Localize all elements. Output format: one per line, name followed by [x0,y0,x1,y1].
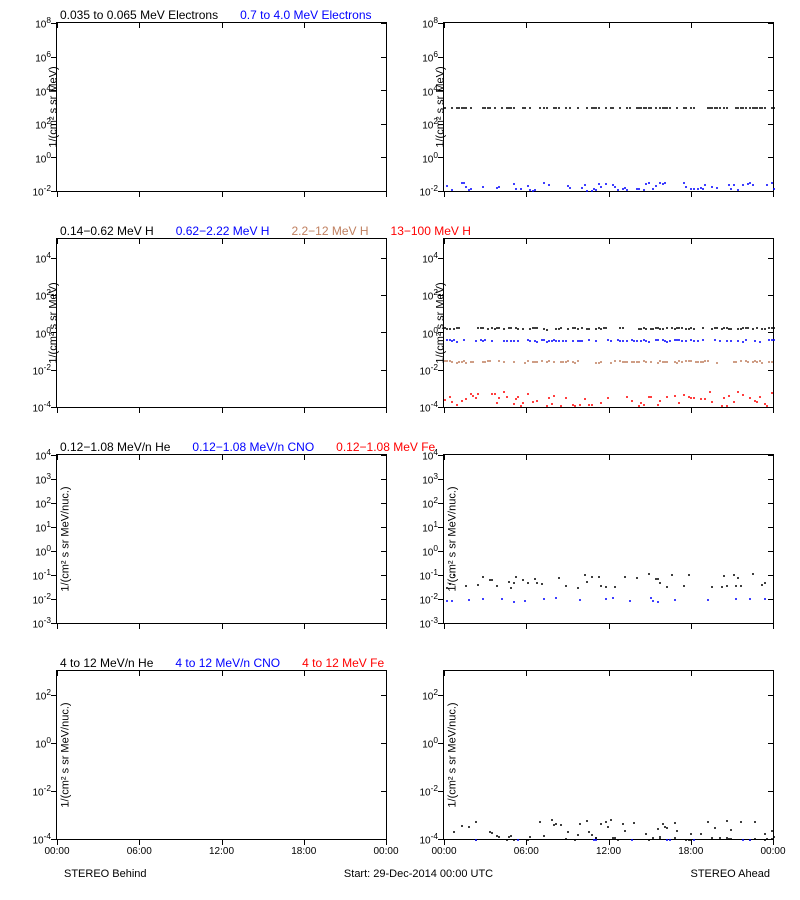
panel-r2-left: 1/(cm² s sr MeV) 10-410-2100102104 [56,224,387,424]
ytick-label: 104 [19,83,51,98]
xtick-label: 06:00 [127,846,152,857]
row-4: 4 to 12 MeV/n He4 to 12 MeV/n CNO4 to 12… [0,656,800,856]
row-2: 0.14−0.62 MeV H0.62−2.22 MeV H2.2−12 MeV… [0,224,800,424]
ytick-label: 108 [406,15,438,30]
ylabel: 1/(cm² s sr MeV/nuc.) [60,486,72,591]
ytick-label: 10-4 [406,399,438,414]
ytick-label: 102 [406,495,438,510]
ytick-label: 100 [19,735,51,750]
xtick-label: 12:00 [209,846,234,857]
plot-frame: 1/(cm² s sr MeV) 10-410-2100102104 [56,238,387,408]
ytick-label: 102 [19,116,51,131]
ytick-label: 10-2 [406,362,438,377]
ytick-label: 101 [406,519,438,534]
data-series [444,239,773,407]
ytick-label: 102 [406,287,438,302]
ytick-label: 10-2 [19,591,51,606]
ytick-label: 101 [19,519,51,534]
ytick-label: 100 [406,325,438,340]
xtick-label: 00:00 [44,846,69,857]
row-3: 0.12−1.08 MeV/n He0.12−1.08 MeV/n CNO0.1… [0,440,800,640]
xtick-label: 00:00 [760,846,785,857]
panel-r1-left: 1/(cm² s sr MeV) 10-2100102104106108 [56,8,387,208]
ytick-label: 108 [19,15,51,30]
ytick-label: 10-3 [19,615,51,630]
ytick-label: 10-2 [19,183,51,198]
page: 0.035 to 0.065 MeV Electrons0.7 to 4.0 M… [0,0,800,900]
panel-r4-left: 1/(cm² s sr MeV/nuc.) 10-410-210010200:0… [56,656,387,856]
ytick-label: 10-2 [406,591,438,606]
plot-frame: 1/(cm² s sr MeV/nuc.) 10-310-210-1100101… [443,454,774,624]
ytick-label: 100 [406,150,438,165]
ytick-label: 103 [19,471,51,486]
panel-r2-right: 1/(cm² s sr MeV) 10-410-2100102104 [443,224,774,424]
bottom-titles: STEREO Behind Start: 29-Dec-2014 00:00 U… [0,868,800,880]
ytick-label: 10-4 [19,399,51,414]
plot-frame: 1/(cm² s sr MeV/nuc.) 10-410-210010200:0… [56,670,387,840]
ytick-label: 100 [19,150,51,165]
ytick-label: 102 [19,495,51,510]
ytick-label: 10-3 [406,615,438,630]
ytick-label: 106 [19,49,51,64]
ytick-label: 10-2 [406,183,438,198]
ytick-label: 104 [19,250,51,265]
row-1: 0.035 to 0.065 MeV Electrons0.7 to 4.0 M… [0,8,800,208]
ytick-label: 10-1 [406,567,438,582]
ytick-label: 104 [406,83,438,98]
ytick-label: 104 [406,447,438,462]
xtick-label: 00:00 [431,846,456,857]
ytick-label: 100 [406,735,438,750]
ytick-label: 102 [19,287,51,302]
plot-frame: 1/(cm² s sr MeV/nuc.) 10-410-210010200:0… [443,670,774,840]
ytick-label: 10-2 [19,362,51,377]
plot-frame: 1/(cm² s sr MeV/nuc.) 10-310-210-1100101… [56,454,387,624]
x-title-right: STEREO Ahead [690,868,770,880]
data-series [444,671,773,839]
xtick-label: 18:00 [678,846,703,857]
data-series [444,23,773,191]
ytick-label: 103 [406,471,438,486]
ytick-label: 10-2 [406,783,438,798]
ytick-label: 104 [406,250,438,265]
ytick-label: 100 [19,543,51,558]
xtick-label: 00:00 [373,846,398,857]
ytick-label: 104 [19,447,51,462]
plot-frame: 1/(cm² s sr MeV) 10-2100102104106108 [443,22,774,192]
ytick-label: 100 [19,325,51,340]
plot-frame: 1/(cm² s sr MeV) 10-2100102104106108 [56,22,387,192]
ylabel: 1/(cm² s sr MeV) [48,66,60,147]
ytick-label: 102 [19,687,51,702]
data-series [444,455,773,623]
ytick-label: 106 [406,49,438,64]
ytick-label: 100 [406,543,438,558]
plot-frame: 1/(cm² s sr MeV) 10-410-2100102104 [443,238,774,408]
ytick-label: 102 [406,116,438,131]
panel-r3-left: 1/(cm² s sr MeV/nuc.) 10-310-210-1100101… [56,440,387,640]
panel-r1-right: 1/(cm² s sr MeV) 10-2100102104106108 [443,8,774,208]
ytick-label: 102 [406,687,438,702]
xtick-label: 06:00 [514,846,539,857]
ytick-label: 10-2 [19,783,51,798]
panel-r3-right: 1/(cm² s sr MeV/nuc.) 10-310-210-1100101… [443,440,774,640]
ytick-label: 10-4 [19,831,51,846]
ytick-label: 10-1 [19,567,51,582]
xtick-label: 18:00 [291,846,316,857]
x-start-label: Start: 29-Dec-2014 00:00 UTC [344,868,493,880]
ytick-label: 10-4 [406,831,438,846]
x-title-left: STEREO Behind [64,868,147,880]
panel-r4-right: 1/(cm² s sr MeV/nuc.) 10-410-210010200:0… [443,656,774,856]
ylabel: 1/(cm² s sr MeV/nuc.) [60,702,72,807]
xtick-label: 12:00 [596,846,621,857]
